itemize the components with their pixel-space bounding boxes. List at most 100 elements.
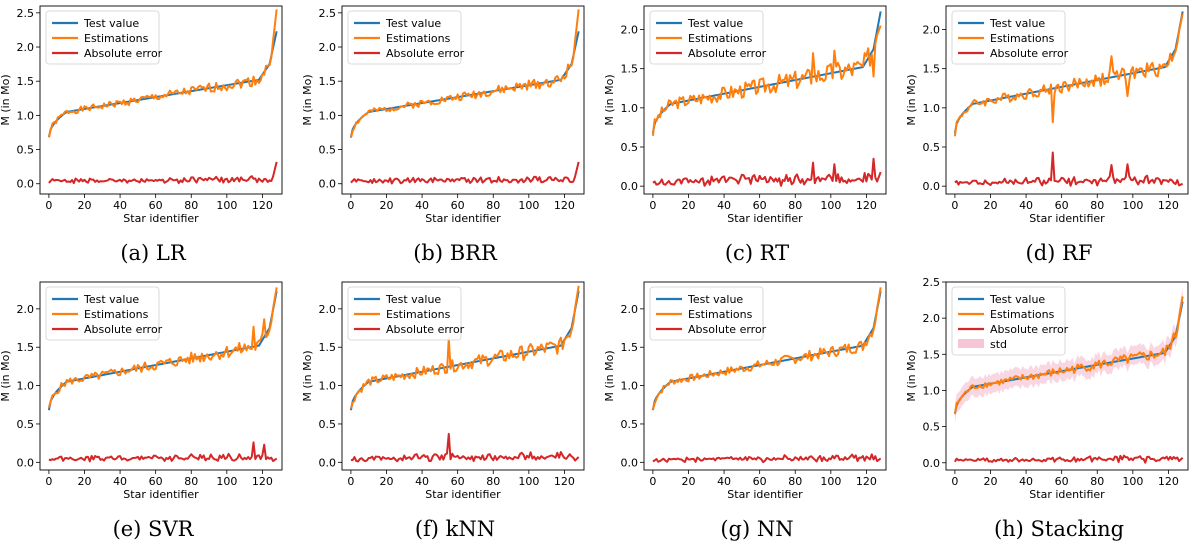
plot-frame xyxy=(39,5,283,195)
y-tick-label: 1.5 xyxy=(17,341,35,354)
legend-err-label: Absolute error xyxy=(84,47,163,60)
x-tick-label: 40 xyxy=(415,199,429,212)
legend-est-label: Estimations xyxy=(84,308,149,321)
plot-frame xyxy=(341,5,585,195)
y-tick-label: 2.0 xyxy=(621,24,639,37)
x-tick-label: 120 xyxy=(856,475,877,488)
x-tick-label: 40 xyxy=(113,199,127,212)
panel-caption: (g) NN xyxy=(720,517,793,541)
x-tick-label: 0 xyxy=(45,199,52,212)
x-tick-label: 40 xyxy=(1019,475,1033,488)
legend-test-label: Test value xyxy=(83,293,139,306)
legend-est-label: Estimations xyxy=(688,32,753,45)
legend-err-label: Absolute error xyxy=(386,47,465,60)
x-axis-label: Star identifier xyxy=(425,212,501,225)
y-tick-label: 2.0 xyxy=(923,312,941,325)
x-tick-label: 120 xyxy=(1158,475,1179,488)
x-tick-label: 20 xyxy=(983,475,997,488)
x-tick-label: 100 xyxy=(820,475,841,488)
y-axis-label: M (in Mo) xyxy=(0,350,12,401)
y-tick-label: 2.0 xyxy=(923,24,941,37)
legend-test-label: Test value xyxy=(687,17,743,30)
y-tick-label: 0.5 xyxy=(923,141,941,154)
y-tick-label: 0.5 xyxy=(319,418,337,431)
estimations-line xyxy=(651,287,882,411)
x-axis-label: Star identifier xyxy=(727,212,803,225)
x-axis-label: Star identifier xyxy=(727,488,803,501)
legend-est-label: Estimations xyxy=(990,32,1055,45)
chart-panel-8: 0 20 40 60 80 100 120 0.0 0.5 1.0 1.5 2.0 2.5 Star id… xyxy=(905,276,1189,541)
x-tick-label: 60 xyxy=(1055,475,1069,488)
x-tick-label: 0 xyxy=(347,475,354,488)
x-tick-label: 20 xyxy=(77,199,91,212)
absolute-error-line xyxy=(652,453,882,464)
panel-caption: (d) RF xyxy=(1026,241,1093,265)
absolute-error-line xyxy=(48,161,278,185)
x-tick-label: 80 xyxy=(486,475,500,488)
y-tick-label: 1.0 xyxy=(621,102,639,115)
legend-std-label: std xyxy=(990,338,1007,351)
x-tick-label: 40 xyxy=(113,475,127,488)
y-tick-label: 0.0 xyxy=(17,178,35,191)
x-tick-label: 80 xyxy=(1090,475,1104,488)
estimations-line xyxy=(349,9,580,139)
y-tick-label: 1.5 xyxy=(923,348,941,361)
legend-err-label: Absolute error xyxy=(688,47,767,60)
x-tick-label: 0 xyxy=(347,199,354,212)
y-tick-label: 2.0 xyxy=(319,303,337,316)
test-value-line xyxy=(953,11,1184,134)
chart-panel-7: 0 20 40 60 80 100 120 0.0 0.5 1.0 1.5 2.0 Star ident… xyxy=(603,281,887,541)
y-tick-label: 0.5 xyxy=(621,418,639,431)
x-axis-label: Star identifier xyxy=(123,212,199,225)
x-tick-label: 120 xyxy=(554,199,575,212)
x-tick-label: 80 xyxy=(1090,199,1104,212)
y-tick-label: 1.0 xyxy=(17,380,35,393)
chart-panel-5: 0 20 40 60 80 100 120 0.0 0.5 1.0 1.5 2.0 Star ident… xyxy=(0,281,283,541)
x-tick-label: 60 xyxy=(451,475,465,488)
x-tick-label: 60 xyxy=(1055,199,1069,212)
y-tick-label: 0.5 xyxy=(17,418,35,431)
y-tick-label: 0.0 xyxy=(621,180,639,193)
x-tick-label: 0 xyxy=(649,475,656,488)
y-axis-label: M (in Mo) xyxy=(301,74,314,125)
x-tick-label: 60 xyxy=(149,475,163,488)
plot-frame xyxy=(39,281,283,471)
y-axis-label: M (in Mo) xyxy=(603,74,616,125)
y-tick-label: 1.5 xyxy=(621,63,639,76)
estimations-line xyxy=(953,13,1184,137)
absolute-error-line xyxy=(350,432,580,463)
x-tick-label: 60 xyxy=(753,475,767,488)
absolute-error-line xyxy=(652,157,882,187)
x-tick-label: 100 xyxy=(216,475,237,488)
y-tick-label: 2.0 xyxy=(319,41,337,54)
x-tick-label: 60 xyxy=(451,199,465,212)
absolute-error-line xyxy=(954,454,1184,464)
x-tick-label: 0 xyxy=(45,475,52,488)
absolute-error-line xyxy=(350,161,580,185)
panel-caption: (a) LR xyxy=(120,241,187,265)
legend-err-label: Absolute error xyxy=(688,323,767,336)
legend-box xyxy=(649,10,764,65)
x-tick-label: 0 xyxy=(649,199,656,212)
legend-err-label: Absolute error xyxy=(386,323,465,336)
chart-panel-1: 0 20 40 60 80 100 120 0.0 0.5 1.0 1.5 2.0 2.5 Star id… xyxy=(0,5,283,265)
legend-box xyxy=(347,10,462,65)
chart-panel-6: 0 20 40 60 80 100 120 0.0 0.5 1.0 1.5 2.0 Star ident… xyxy=(301,281,585,541)
plot-frame xyxy=(643,5,887,195)
legend-box xyxy=(649,286,764,341)
x-tick-label: 120 xyxy=(554,475,575,488)
chart-panel-3: 0 20 40 60 80 100 120 0.0 0.5 1.0 1.5 2.0 Star ident… xyxy=(603,5,887,265)
y-tick-label: 0.5 xyxy=(621,141,639,154)
y-tick-label: 0.0 xyxy=(923,180,941,193)
x-tick-label: 100 xyxy=(1122,199,1143,212)
y-tick-label: 0.5 xyxy=(17,144,35,157)
chart-panel-2: 0 20 40 60 80 100 120 0.0 0.5 1.0 1.5 2.0 2.5 Star id… xyxy=(301,5,585,265)
y-tick-label: 1.5 xyxy=(17,75,35,88)
legend-err-label: Absolute error xyxy=(990,47,1069,60)
legend-test-label: Test value xyxy=(687,293,743,306)
x-tick-label: 20 xyxy=(681,475,695,488)
legend-test-label: Test value xyxy=(385,293,441,306)
x-tick-label: 40 xyxy=(717,475,731,488)
test-value-line xyxy=(651,291,882,411)
x-tick-label: 20 xyxy=(983,199,997,212)
